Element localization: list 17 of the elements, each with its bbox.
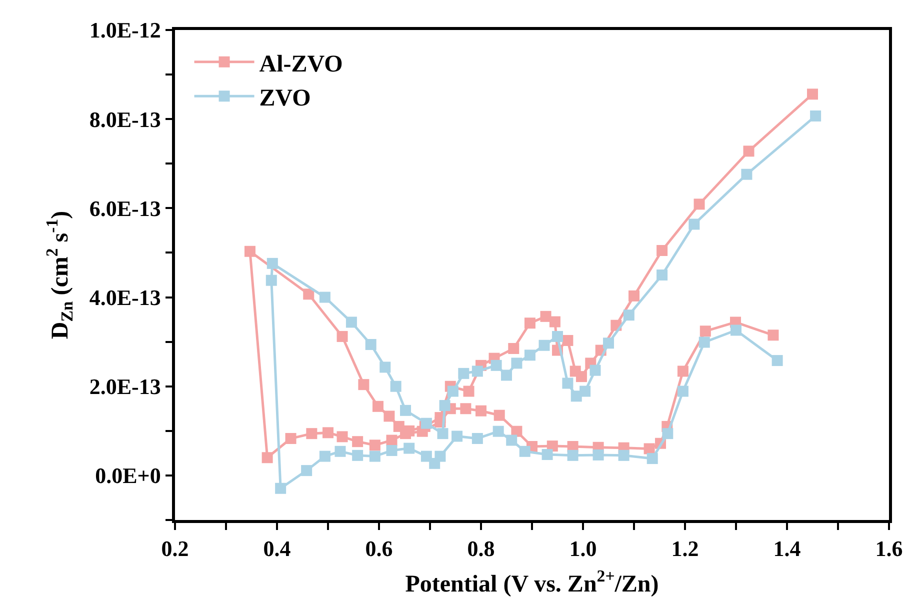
x-tick-label: 1.2 xyxy=(671,536,699,562)
x-tick-label: 1.6 xyxy=(875,536,903,562)
x-tick-label: 0.2 xyxy=(161,536,189,562)
y-tick-label: 8.0E-13 xyxy=(89,106,161,132)
x-tick-label: 0.6 xyxy=(365,536,393,562)
x-tick-label: 0.4 xyxy=(263,536,291,562)
x-tick-label: 1.4 xyxy=(773,536,801,562)
y-tick-label: 2.0E-13 xyxy=(89,374,161,400)
y-tick-label: 1.0E-12 xyxy=(89,18,161,43)
y-tick-label: 4.0E-13 xyxy=(89,284,161,310)
y-tick-label: 6.0E-13 xyxy=(89,196,161,221)
x-tick-label: 0.8 xyxy=(467,536,495,562)
legend-label: Al-ZVO xyxy=(259,51,343,78)
x-axis-title: Potential (V vs. Zn$^{2+}$/Zn) xyxy=(405,566,659,598)
legend-label: ZVO xyxy=(259,85,311,112)
x-tick-label: 1.0 xyxy=(569,536,597,562)
y-tick-label: 0.0E+0 xyxy=(95,463,161,488)
